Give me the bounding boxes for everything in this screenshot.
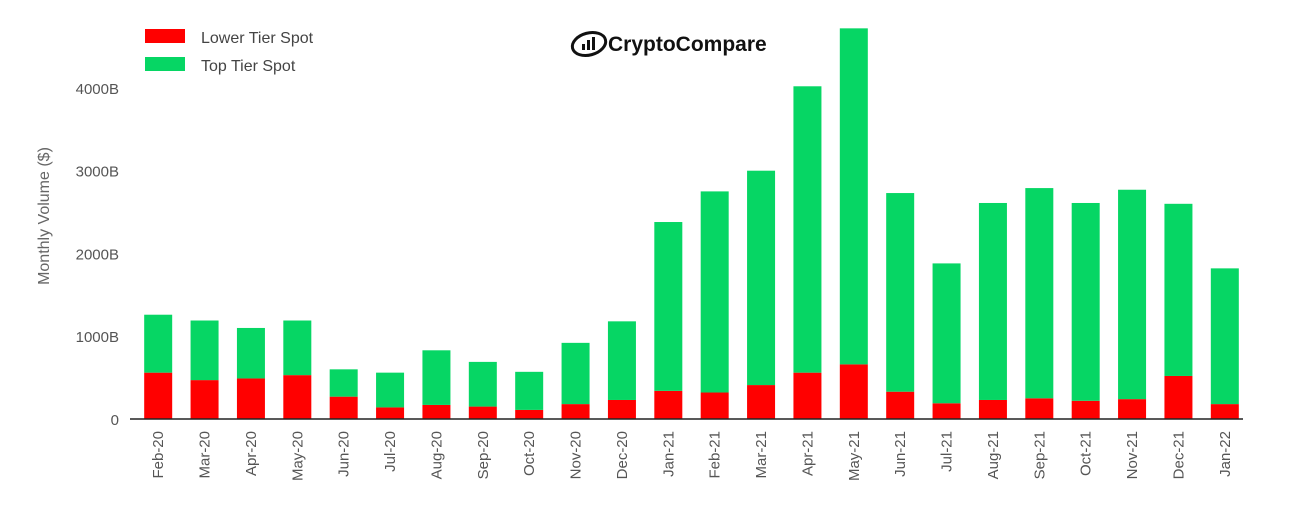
brand-name: CryptoCompare — [608, 33, 767, 56]
x-tick-label: Oct-21 — [1078, 431, 1095, 476]
bar-lower-tier — [468, 406, 497, 419]
bar-top-tier — [561, 342, 590, 405]
y-tick-label: 4000B — [76, 81, 119, 98]
x-tick-label: Apr-21 — [799, 431, 816, 476]
x-tick-label: Oct-20 — [521, 431, 538, 476]
bar-lower-tier — [329, 396, 358, 419]
x-tick-label: Mar-21 — [753, 431, 770, 479]
bar-lower-tier — [515, 409, 544, 419]
bar-lower-tier — [190, 380, 219, 419]
cryptocompare-logo-icon — [570, 30, 608, 58]
y-axis-label: Monthly Volume ($) — [36, 147, 53, 285]
bar-top-tier — [747, 170, 776, 386]
bar-top-tier — [515, 371, 544, 410]
legend-swatch-top-tier — [145, 57, 185, 71]
bar-top-tier — [376, 372, 405, 408]
bar-top-tier — [700, 191, 729, 393]
legend-label-top-tier: Top Tier Spot — [201, 58, 296, 75]
x-tick-label: Dec-21 — [1170, 431, 1187, 479]
x-tick-label: Aug-21 — [985, 431, 1002, 479]
bar-lower-tier — [236, 378, 265, 419]
x-tick-label: Nov-20 — [568, 431, 585, 479]
x-tick-label: Feb-21 — [707, 431, 724, 479]
x-tick-label: Jun-20 — [336, 431, 353, 477]
x-tick-label: Jan-22 — [1217, 431, 1234, 477]
bar-lower-tier — [1210, 404, 1239, 419]
bar-top-tier — [886, 193, 915, 392]
bar-lower-tier — [607, 399, 636, 419]
x-tick-label: Jul-20 — [382, 431, 399, 472]
bar-top-tier — [932, 263, 961, 404]
bar-top-tier — [283, 320, 312, 376]
bar-top-tier — [329, 369, 358, 397]
x-tick-label: Apr-20 — [243, 431, 260, 476]
brand-logo: CryptoCompare — [570, 30, 767, 58]
bar-lower-tier — [932, 403, 961, 419]
bar-lower-tier — [978, 399, 1007, 419]
bar-top-tier — [607, 321, 636, 400]
x-tick-label: Jan-21 — [660, 431, 677, 477]
bar-lower-tier — [654, 390, 683, 419]
bar-top-tier — [1118, 189, 1147, 400]
bar-lower-tier — [1118, 399, 1147, 419]
x-tick-label: Jul-21 — [939, 431, 956, 472]
bar-top-tier — [144, 314, 173, 373]
x-tick-label: Mar-20 — [197, 431, 214, 479]
bar-top-tier — [1210, 268, 1239, 405]
x-tick-label: Aug-20 — [428, 431, 445, 479]
bar-lower-tier — [700, 392, 729, 419]
x-tick-label: Jun-21 — [892, 431, 909, 477]
y-tick-label: 1000B — [76, 329, 119, 346]
bar-top-tier — [1025, 188, 1054, 399]
bar-lower-tier — [1071, 400, 1100, 419]
bar-lower-tier — [1025, 398, 1054, 419]
bar-top-tier — [793, 86, 822, 373]
legend-swatch-lower-tier — [145, 29, 185, 43]
bars-group — [144, 28, 1239, 419]
x-tick-label: Feb-20 — [150, 431, 167, 479]
bar-top-tier — [236, 327, 265, 379]
bar-lower-tier — [561, 404, 590, 419]
x-tick-label: Nov-21 — [1124, 431, 1141, 479]
x-tick-label: Sep-21 — [1031, 431, 1048, 479]
bar-top-tier — [468, 361, 497, 407]
bar-top-tier — [654, 222, 683, 391]
y-tick-label: 3000B — [76, 164, 119, 181]
y-tick-label: 2000B — [76, 246, 119, 263]
bar-top-tier — [190, 320, 219, 381]
bar-top-tier — [978, 202, 1007, 400]
bar-lower-tier — [793, 372, 822, 419]
x-tick-label: Sep-20 — [475, 431, 492, 479]
bar-lower-tier — [144, 372, 173, 419]
bar-lower-tier — [747, 385, 776, 419]
y-tick-label: 0 — [111, 412, 119, 429]
bar-top-tier — [839, 28, 868, 365]
y-axis-ticks: 0 1000B 2000B 3000B 4000B — [76, 81, 119, 429]
bar-lower-tier — [839, 364, 868, 419]
x-axis-ticks: Feb-20 Mar-20 Apr-20 May-20 Jun-20 Jul-20 Aug-… — [150, 431, 1234, 481]
bar-lower-tier — [376, 407, 405, 419]
bar-lower-tier — [422, 404, 451, 419]
x-tick-label: May-21 — [846, 431, 863, 481]
bar-top-tier — [422, 350, 451, 405]
bar-lower-tier — [1164, 375, 1193, 419]
x-tick-label: Dec-20 — [614, 431, 631, 479]
legend-label-lower-tier: Lower Tier Spot — [201, 30, 314, 47]
bar-top-tier — [1164, 203, 1193, 376]
bar-lower-tier — [886, 391, 915, 419]
x-tick-label: May-20 — [289, 431, 306, 481]
legend: Lower Tier Spot Top Tier Spot — [145, 29, 314, 75]
bar-lower-tier — [283, 375, 312, 419]
bar-top-tier — [1071, 202, 1100, 401]
